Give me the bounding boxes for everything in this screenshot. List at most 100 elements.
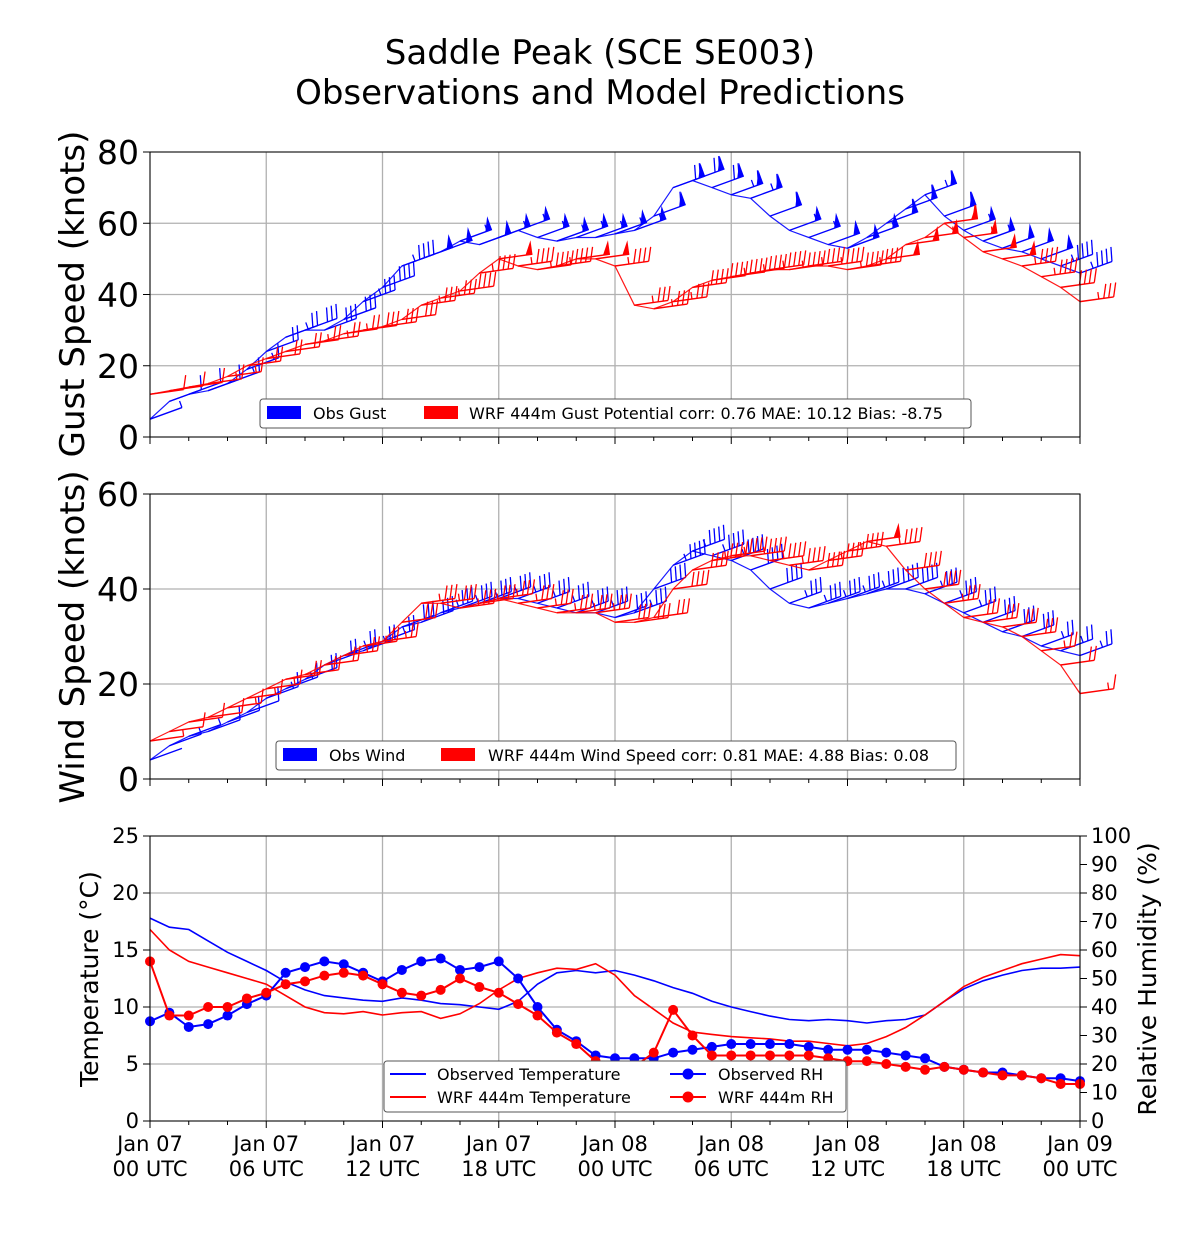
wrf-barb [556, 246, 594, 267]
rh-point-3 [396, 987, 407, 998]
rh-point-3 [222, 1002, 233, 1012]
obs-barb [382, 261, 416, 289]
obs-barb [653, 562, 687, 590]
temp-rh-legend: Observed Temperature WRF 444m Temperatur… [383, 1060, 847, 1113]
rh-point-3 [532, 1010, 543, 1021]
obs-barb [847, 572, 881, 600]
wrf-barb [1021, 246, 1059, 267]
y2-tick-label: 50 [1091, 967, 1118, 991]
wind-panel: 0 20 40 60 Wind Speed (knots) Obs Wind WRF … [53, 470, 1117, 804]
wrf-barb [595, 593, 632, 614]
rh-point-3 [920, 1064, 930, 1075]
y2-tick-label: 60 [1091, 938, 1118, 962]
wrf-barb [537, 250, 574, 271]
y2-tick-label: 90 [1091, 853, 1118, 877]
x-tick-label-time: 18 UTC [461, 1157, 536, 1181]
gust-panel: 0 20 40 60 80 Gust Speed (knots) Obs Gust WR… [53, 131, 1117, 457]
gust-axes-frame [149, 151, 1081, 438]
rh-point-2 [396, 964, 407, 975]
rh-point-3 [416, 990, 427, 1001]
obs-barb [459, 216, 493, 242]
obs-barb [1041, 619, 1074, 647]
x-tick-label-time: 12 UTC [345, 1157, 420, 1181]
obs-barb [905, 562, 939, 590]
wind-legend: Obs Wind WRF 444m Wind Speed corr: 0.81 … [275, 740, 957, 771]
rh-point-2 [726, 1039, 737, 1050]
wind-legend-label-obs: Obs Wind [329, 746, 405, 765]
wrf-barb [653, 598, 691, 619]
rh-point-3 [164, 1010, 175, 1021]
obs-barb [827, 219, 861, 246]
y2-tick-label: 20 [1091, 1052, 1118, 1076]
wrf-barb [285, 332, 322, 353]
rh-point-3 [861, 1056, 872, 1067]
y-tick-label: 20 [97, 347, 139, 386]
gust-marks [149, 155, 1117, 420]
gust-grid [149, 151, 1081, 438]
obs-barb [692, 155, 725, 182]
wrf-barb [750, 253, 787, 274]
wrf-barb [944, 204, 979, 224]
wrf-barb [1041, 257, 1078, 278]
obs-barb [188, 717, 222, 737]
rh-point-3 [571, 1039, 582, 1050]
rh-point-2 [513, 973, 524, 984]
wrf-barb [266, 339, 303, 360]
wrf-barb [886, 240, 921, 260]
y2-tick-label: 80 [1091, 881, 1118, 905]
wrf-barb [227, 357, 264, 378]
wrf-barb [498, 240, 533, 260]
wrf-barb [518, 584, 555, 604]
y2-tick-label: 100 [1091, 824, 1131, 848]
wrf-barb [595, 240, 630, 260]
gust-legend-swatch-obs [267, 406, 301, 419]
wind-legend-swatch-wrf [441, 748, 475, 761]
obs-barb [750, 173, 783, 199]
obs-barb [731, 169, 764, 196]
obs-barb [343, 293, 377, 321]
rh-point-3 [513, 999, 524, 1010]
rh-point-3 [900, 1061, 911, 1072]
rh-point-3 [881, 1059, 892, 1069]
wrf-barb [149, 375, 187, 395]
rh-point-3 [668, 1004, 679, 1015]
y2-tick-label: 30 [1091, 1024, 1118, 1048]
y-tick-label: 0 [118, 418, 139, 457]
wrf-barb [324, 321, 361, 342]
obs-barb [1079, 246, 1113, 274]
temp-rh-axes-frame [149, 835, 1081, 1122]
obs-barb [808, 581, 842, 609]
wrf-barb [421, 285, 458, 306]
wrf-barb [866, 246, 904, 267]
gust-legend-label-obs: Obs Gust [313, 404, 386, 423]
x-tick-label-time: 12 UTC [810, 1157, 885, 1181]
wrf-barb [188, 367, 226, 388]
rh-point-3 [687, 1030, 698, 1041]
y2-tick-label: 10 [1091, 1081, 1118, 1105]
wrf-barb [692, 268, 729, 289]
wrf-barb [944, 584, 981, 604]
obs-barb [576, 586, 609, 614]
wrf-barb [518, 246, 555, 267]
obs-barb [808, 212, 841, 239]
temp-y-ticks: 0 5 10 15 20 25 [112, 824, 150, 1133]
legend-swatch-wrf-rh-marker [682, 1091, 694, 1103]
chart-title-line1: Saddle Peak (SCE SE003) [385, 33, 815, 73]
x-tick-label-time: 00 UTC [577, 1157, 652, 1181]
rh-point-3 [300, 976, 310, 987]
rh-point-3 [765, 1050, 775, 1061]
y-tick-label: 0 [118, 760, 139, 799]
y-tick-label: 10 [112, 995, 139, 1019]
gust-y-ticks: 0 20 40 60 80 [97, 133, 150, 457]
obs-barb [382, 615, 416, 642]
obs-barb [1021, 610, 1055, 638]
temp-y-axis-label: Temperature (°C) [75, 871, 104, 1088]
obs-barb [963, 586, 997, 614]
rh-point-2 [745, 1039, 756, 1050]
rh-point-2 [861, 1044, 872, 1055]
wrf-barb [1060, 645, 1097, 666]
x-tick-label-time: 00 UTC [1042, 1157, 1117, 1181]
wrf-barb [208, 364, 245, 385]
obs-barb [421, 234, 454, 260]
